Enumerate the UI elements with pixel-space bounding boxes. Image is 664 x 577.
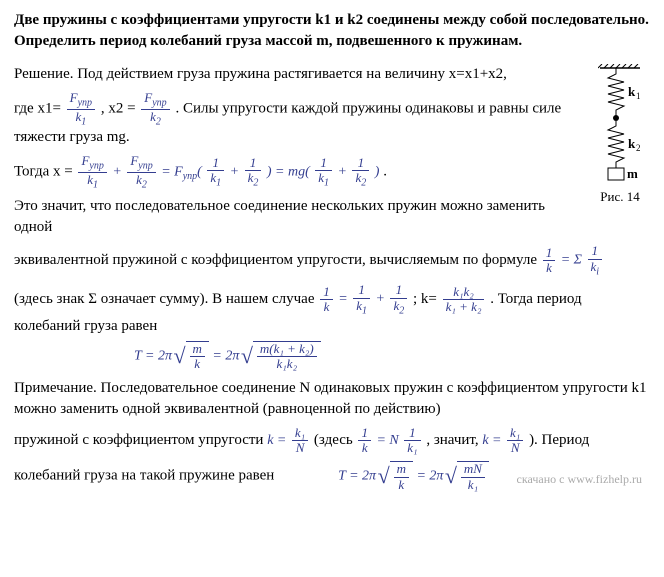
formula-x1: Fупрk1 bbox=[65, 91, 97, 127]
formula-1k-sum: 1k = Σ 1ki bbox=[541, 244, 604, 277]
text: где x1= bbox=[14, 101, 61, 117]
formula-kN2: k = k₁N bbox=[482, 426, 525, 456]
formula-T: T = 2π mk = 2π m(k₁ + k₂)k₁k₂ bbox=[134, 341, 650, 372]
svg-text:k: k bbox=[628, 136, 636, 151]
text: ; k= bbox=[413, 291, 437, 307]
text: (здесь знак Σ означает сумму). В нашем с… bbox=[14, 291, 318, 307]
text: , x2 = bbox=[101, 101, 139, 117]
formula-1k-eq: 1k = 1k1 + 1k2 bbox=[318, 283, 409, 316]
solution-line1: Решение. Под действием груза пружина рас… bbox=[14, 64, 650, 85]
watermark: скачано с www.fizhelp.ru bbox=[517, 471, 642, 488]
formula-big: Fупрk1 + Fупрk2 = Fупр( 1k1 + 1k2 ) = mg… bbox=[76, 154, 379, 190]
text: колебаний груза на такой пружине равен bbox=[14, 468, 274, 484]
formula-x2: Fупрk2 bbox=[139, 91, 171, 127]
svg-text:k: k bbox=[628, 84, 636, 99]
text: ). Период bbox=[529, 432, 589, 448]
formula-kN: k = k₁N bbox=[267, 426, 310, 456]
text: (здесь bbox=[314, 432, 357, 448]
solution-line5: эквивалентной пружиной с коэффициентом у… bbox=[14, 244, 650, 277]
formula-TN: T = 2π mk = 2π mNk₁ bbox=[338, 461, 489, 492]
solution-line9: пружиной с коэффициентом упругости k = k… bbox=[14, 426, 650, 456]
formula-k12: k₁k₂k₁ + k₂ bbox=[441, 285, 487, 315]
solution-line4: Это значит, что последовательное соедине… bbox=[14, 196, 650, 238]
solution-line6: (здесь знак Σ означает сумму). В нашем с… bbox=[14, 283, 650, 371]
svg-text:1: 1 bbox=[636, 91, 641, 101]
solution-line3: Тогда x = Fупрk1 + Fупрk2 = Fупр( 1k1 + … bbox=[14, 154, 650, 190]
text: , значит, bbox=[426, 432, 482, 448]
text: Тогда x = bbox=[14, 164, 76, 180]
spring-diagram: k 1 k 2 m bbox=[598, 64, 642, 184]
solution-line8: Примечание. Последовательное соединение … bbox=[14, 378, 650, 420]
text: пружиной с коэффициентом упругости bbox=[14, 432, 267, 448]
figure: k 1 k 2 m Рис. 14 bbox=[590, 64, 650, 206]
text: эквивалентной пружиной с коэффициентом у… bbox=[14, 252, 537, 268]
formula-1kN: 1k = N 1k₁ bbox=[356, 426, 422, 456]
problem-statement: Две пружины с коэффициентами упругости k… bbox=[14, 10, 650, 52]
svg-text:2: 2 bbox=[636, 143, 641, 153]
solution-line2: где x1= Fупрk1 , x2 = Fупрk2 . Силы упру… bbox=[14, 91, 650, 148]
figure-caption: Рис. 14 bbox=[590, 188, 650, 206]
svg-text:m: m bbox=[627, 166, 638, 181]
